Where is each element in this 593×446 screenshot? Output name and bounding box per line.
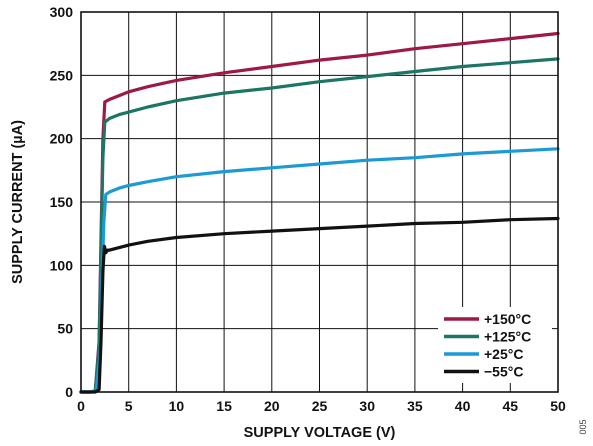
x-tick-label: 0	[77, 398, 85, 414]
x-tick-label: 5	[125, 398, 133, 414]
y-tick-labels: 0 50 100 150 200 250 300	[50, 4, 74, 400]
y-axis-title: SUPPLY CURRENT (µA)	[10, 120, 26, 284]
x-tick-label: 40	[455, 398, 471, 414]
y-tick-label: 150	[50, 194, 74, 210]
y-tick-label: 50	[57, 321, 73, 337]
x-tick-label: 15	[216, 398, 232, 414]
x-axis-title: SUPPLY VOLTAGE (V)	[244, 425, 396, 441]
x-tick-labels: 0 5 10 15 20 25 30 35 40 45 50	[77, 398, 566, 414]
figure-id: 005	[578, 419, 588, 434]
plot-frame	[80, 11, 559, 393]
x-tick-label: 30	[359, 398, 375, 414]
legend-label-3: −55°C	[484, 364, 523, 380]
y-tick-label: 100	[50, 257, 74, 273]
x-tick-label: 20	[264, 398, 280, 414]
series-line-3	[79, 216, 560, 394]
x-tick-label: 25	[312, 398, 328, 414]
legend-label-0: +150°C	[484, 311, 531, 327]
x-tick-label: 10	[169, 398, 185, 414]
legend-label-2: +25°C	[484, 346, 523, 362]
y-tick-label: 250	[50, 67, 74, 83]
y-tick-label: 300	[50, 4, 74, 20]
x-tick-label: 35	[407, 398, 423, 414]
y-tick-label: 0	[65, 384, 73, 400]
x-tick-label: 45	[503, 398, 519, 414]
x-tick-label: 50	[550, 398, 566, 414]
y-tick-label: 200	[50, 131, 74, 147]
series-lines	[79, 31, 560, 394]
legend: +150°C +125°C+25°C −55°C	[438, 307, 552, 383]
legend-label-1: +125°C	[484, 329, 531, 345]
